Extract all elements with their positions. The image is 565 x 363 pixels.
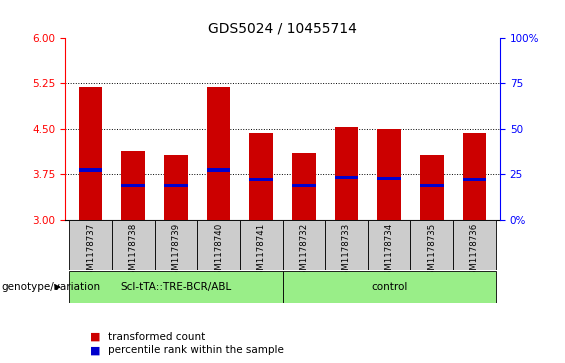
Bar	[282, 220, 325, 270]
Bar	[121, 151, 145, 220]
Bar	[249, 178, 273, 180]
Text: GSM1178741: GSM1178741	[257, 223, 266, 281]
Text: GSM1178740: GSM1178740	[214, 223, 223, 281]
Bar	[377, 177, 401, 180]
Bar	[420, 184, 444, 187]
Bar	[334, 176, 358, 179]
Text: GSM1178735: GSM1178735	[427, 223, 436, 281]
Text: GSM1178736: GSM1178736	[470, 223, 479, 281]
Bar	[121, 184, 145, 187]
Bar	[463, 133, 486, 220]
Bar	[207, 87, 231, 220]
Bar	[79, 87, 102, 220]
Bar	[197, 220, 240, 270]
Text: transformed count: transformed count	[108, 332, 206, 342]
Bar	[334, 127, 358, 220]
Text: GSM1178732: GSM1178732	[299, 223, 308, 281]
Bar	[164, 184, 188, 187]
Bar	[292, 153, 316, 220]
Bar	[463, 178, 486, 180]
Text: ■: ■	[90, 345, 101, 355]
Text: GSM1178738: GSM1178738	[129, 223, 138, 281]
Bar	[282, 271, 496, 303]
Bar	[292, 184, 316, 187]
Bar	[79, 168, 102, 172]
Text: GSM1178733: GSM1178733	[342, 223, 351, 281]
Bar	[325, 220, 368, 270]
Text: Scl-tTA::TRE-BCR/ABL: Scl-tTA::TRE-BCR/ABL	[120, 282, 232, 292]
Text: GSM1178734: GSM1178734	[385, 223, 394, 281]
Text: GSM1178737: GSM1178737	[86, 223, 95, 281]
Bar	[377, 129, 401, 220]
Bar	[420, 155, 444, 220]
Text: control: control	[371, 282, 407, 292]
Text: genotype/variation: genotype/variation	[1, 282, 100, 292]
Text: GSM1178739: GSM1178739	[171, 223, 180, 281]
Bar	[453, 220, 496, 270]
Bar	[368, 220, 410, 270]
Bar	[240, 220, 282, 270]
Bar	[69, 271, 282, 303]
Title: GDS5024 / 10455714: GDS5024 / 10455714	[208, 21, 357, 36]
Bar	[69, 220, 112, 270]
Bar	[410, 220, 453, 270]
Text: percentile rank within the sample: percentile rank within the sample	[108, 345, 284, 355]
Text: ■: ■	[90, 332, 101, 342]
Bar	[155, 220, 197, 270]
Bar	[249, 133, 273, 220]
Bar	[164, 155, 188, 220]
Bar	[207, 168, 231, 172]
Bar	[112, 220, 155, 270]
